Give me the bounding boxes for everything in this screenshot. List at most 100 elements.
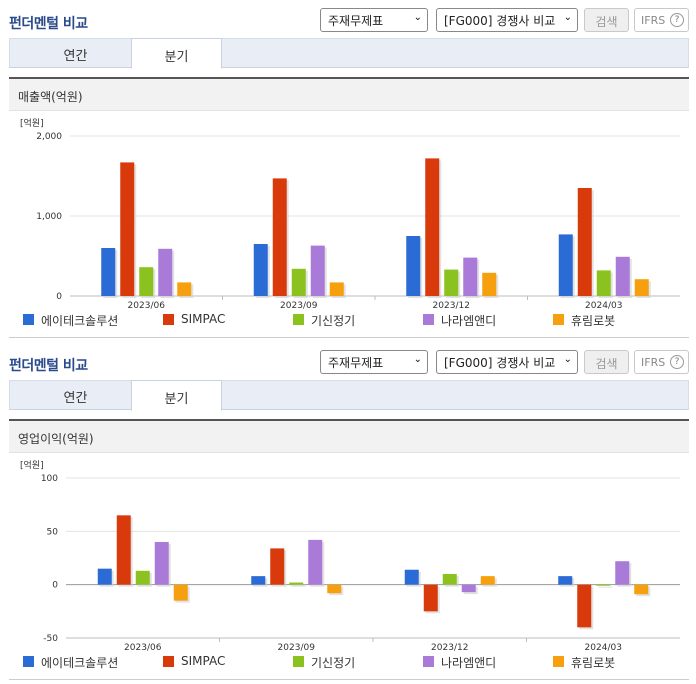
legend-label: 기신정기 [311,656,356,670]
x-tick-label: 2024/03 [585,643,622,653]
help-icon[interactable]: ? [670,13,684,27]
operating-profit-bar-chart: [억원] 100 50 0 -50 2023/06 2023/09 2023/12 2024/0… [20,459,680,653]
y-tick-label: 2,000 [36,132,62,142]
bar[interactable] [120,162,135,296]
bar[interactable] [480,576,495,585]
legend-label: 에이테크솔루션 [41,314,119,328]
chart-legend: 에이테크솔루션 SIMPAC 기신정기 나라엠앤디 휴림로봇 [23,654,696,672]
x-tick-label: 2023/12 [431,643,468,653]
peer-select[interactable]: [FG000] 경쟁사 비교 ⌄ [436,8,578,32]
chart-panel: 영업이익(억원) [9,419,689,680]
bar[interactable] [444,269,459,296]
bar[interactable] [327,584,342,594]
search-button[interactable]: 검색 [584,8,629,32]
help-icon[interactable]: ? [670,355,684,369]
period-tabs: 연간 분기 [9,380,689,411]
bar[interactable] [177,282,192,296]
bar[interactable] [270,548,285,585]
y-tick-label: 0 [52,581,58,591]
bar-shadow [598,586,613,588]
ifrs-label: IFRS [641,14,666,27]
legend-label: 기신정기 [311,314,356,328]
bar[interactable] [253,244,268,296]
bar[interactable] [463,257,478,296]
bar[interactable] [272,178,287,296]
bar[interactable] [116,515,131,585]
bar[interactable] [173,584,188,601]
y-tick-label: 1,000 [36,212,62,222]
bar[interactable] [634,584,649,595]
peer-select-value: [FG000] 경쟁사 비교 [444,356,556,370]
legend-swatch [423,656,434,667]
legend-label: 휴림로봇 [571,314,616,328]
chart-header: 매출액(억원) [9,79,689,111]
bar[interactable] [291,268,306,296]
ifrs-label: IFRS [641,356,666,369]
legend-label: 에이테크솔루션 [41,656,119,670]
bar[interactable] [442,574,457,585]
legend-swatch [553,656,564,667]
chart-panel: 매출액(억원) [9,77,689,338]
bar[interactable] [482,272,497,296]
legend-label: SIMPAC [181,654,226,668]
legend-label: SIMPAC [181,312,226,326]
bar[interactable] [596,270,611,296]
bar[interactable] [423,584,438,612]
bar[interactable] [577,188,592,296]
bar[interactable] [558,234,573,296]
statement-select-value: 주재무제표 [328,356,384,370]
chevron-down-icon: ⌄ [563,12,572,23]
peer-select[interactable]: [FG000] 경쟁사 비교 ⌄ [436,350,578,374]
legend-swatch [553,314,564,325]
bar-shadow [291,584,306,587]
bar[interactable] [310,245,325,296]
bar[interactable] [634,279,649,296]
bar[interactable] [158,248,173,296]
bar[interactable] [615,561,630,585]
tab-annual[interactable]: 연간 [63,391,88,406]
tab-quarter[interactable]: 분기 [131,38,222,69]
bar[interactable] [139,267,154,296]
section-title: 펀더멘털 비교 [9,358,88,374]
y-tick-label: 0 [56,292,62,302]
bar[interactable] [404,569,419,585]
ifrs-button[interactable]: IFRS ? [634,8,689,32]
section-header: 펀더멘털 비교 주재무제표 ⌄ [FG000] 경쟁사 비교 ⌄ 검색 IFRS… [0,0,696,38]
ifrs-button[interactable]: IFRS ? [634,350,689,374]
statement-select[interactable]: 주재무제표 ⌄ [320,8,428,32]
bar[interactable] [97,568,112,585]
x-tick-label: 2023/06 [128,301,166,311]
bar[interactable] [577,584,592,628]
peer-select-value: [FG000] 경쟁사 비교 [444,14,556,28]
bar[interactable] [329,282,344,296]
bar[interactable] [596,584,611,586]
tab-quarter[interactable]: 분기 [131,380,222,411]
bar[interactable] [425,158,440,296]
fundamental-section-operating-profit: 펀더멘털 비교 주재무제표 ⌄ [FG000] 경쟁사 비교 ⌄ 검색 IFRS… [0,342,696,684]
bar[interactable] [289,582,304,585]
bar[interactable] [135,570,150,585]
bar[interactable] [406,236,421,296]
statement-select[interactable]: 주재무제표 ⌄ [320,350,428,374]
bar[interactable] [308,539,323,585]
chevron-down-icon: ⌄ [563,354,572,365]
legend-swatch [293,314,304,325]
chart-title: 영업이익(억원) [18,432,94,446]
bar[interactable] [615,256,630,296]
x-tick-label: 2023/09 [278,643,316,653]
y-tick-label: -50 [43,634,58,644]
legend-swatch [293,656,304,667]
statement-select-value: 주재무제표 [328,14,384,28]
bar[interactable] [101,248,116,296]
period-tabs: 연간 분기 [9,38,689,69]
bar[interactable] [558,576,573,585]
y-unit-label: [억원] [20,117,44,129]
bar[interactable] [251,576,266,585]
legend-swatch [23,314,34,325]
legend-label: 나라엠앤디 [441,656,497,670]
chevron-down-icon: ⌄ [413,12,422,23]
search-button[interactable]: 검색 [584,350,629,374]
bar[interactable] [461,584,476,593]
tab-annual[interactable]: 연간 [63,49,88,64]
bar[interactable] [154,542,169,585]
